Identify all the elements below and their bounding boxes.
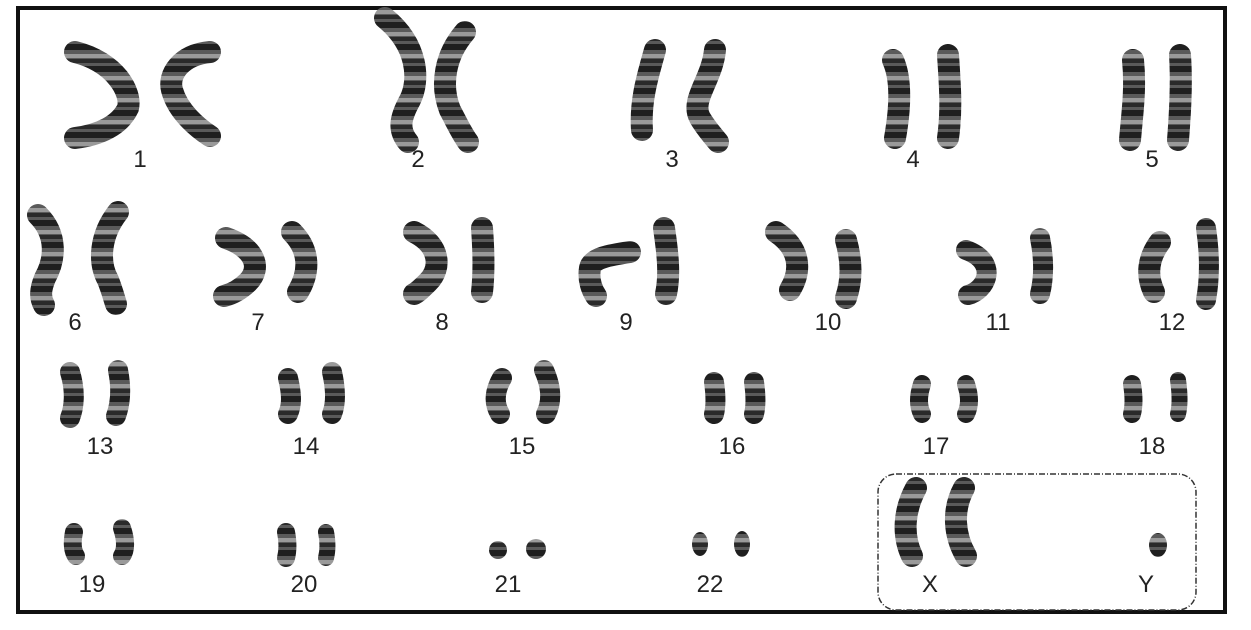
chromosome-pair-2: 2 bbox=[374, 7, 479, 173]
chromosome-2a bbox=[374, 7, 427, 153]
chromosome-11a bbox=[956, 240, 997, 305]
sex-chromosomes-group: X Y bbox=[877, 473, 1197, 611]
chromosome-15a bbox=[485, 368, 512, 424]
chromosome-pair-5: 5 bbox=[1119, 44, 1192, 173]
chromosome-pair-22: 22 bbox=[692, 531, 750, 598]
pair-label-13: 13 bbox=[87, 433, 114, 460]
pair-label-7: 7 bbox=[251, 309, 264, 336]
chromosome-8b bbox=[471, 217, 495, 303]
chromosome-9b bbox=[653, 217, 680, 305]
chromosome-7a bbox=[213, 227, 266, 307]
chromosome-16a bbox=[704, 372, 726, 424]
chromosome-12a bbox=[1138, 231, 1171, 303]
chromosome-22a bbox=[692, 532, 708, 556]
chromosome-5a bbox=[1119, 49, 1146, 151]
chromosome-1b bbox=[160, 41, 221, 147]
chromosome-2b bbox=[434, 21, 479, 153]
chromosome-22b bbox=[734, 531, 750, 557]
chromosome-10b bbox=[835, 229, 862, 309]
chromosome-x-a bbox=[894, 477, 927, 567]
pair-label-21: 21 bbox=[495, 571, 522, 598]
chromosome-21a bbox=[489, 541, 507, 559]
chromosome-19a bbox=[63, 523, 85, 565]
chromosome-6a bbox=[27, 204, 64, 316]
chromosome-pair-8: 8 bbox=[403, 217, 495, 336]
pair-label-18: 18 bbox=[1139, 433, 1166, 460]
pair-label-22: 22 bbox=[697, 571, 724, 598]
karyotype-frame bbox=[16, 6, 1227, 614]
pair-label-14: 14 bbox=[293, 433, 320, 460]
chromosome-18a bbox=[1123, 375, 1143, 423]
chromosome-pair-3: 3 bbox=[630, 39, 729, 173]
chromosome-3a bbox=[630, 39, 666, 141]
pair-label-8: 8 bbox=[435, 309, 448, 336]
chromosome-16b bbox=[744, 372, 766, 424]
chromosome-pair-1: 1 bbox=[64, 41, 221, 173]
chromosome-pair-9: 9 bbox=[578, 217, 680, 336]
chromosome-pair-7: 7 bbox=[213, 221, 318, 336]
pair-label-17: 17 bbox=[923, 433, 950, 460]
pair-label-5: 5 bbox=[1145, 146, 1158, 173]
chromosome-14b bbox=[322, 362, 345, 424]
chromosome-pair-18: 18 bbox=[1123, 372, 1188, 460]
chromosome-18b bbox=[1170, 372, 1188, 422]
chromosome-x-b bbox=[944, 477, 977, 567]
chromosome-20b bbox=[318, 524, 336, 566]
sex-label-x: X bbox=[922, 571, 938, 598]
pair-label-12: 12 bbox=[1159, 309, 1186, 336]
chromosome-15b bbox=[534, 360, 561, 424]
pair-label-15: 15 bbox=[509, 433, 536, 460]
chromosome-pair-11: 11 bbox=[956, 228, 1053, 336]
chromosome-pair-10: 10 bbox=[765, 221, 862, 336]
chromosome-3b bbox=[686, 39, 729, 153]
chromosome-14a bbox=[278, 368, 301, 424]
chromosome-19b bbox=[113, 519, 134, 565]
pair-label-2: 2 bbox=[411, 146, 424, 173]
chromosome-1a bbox=[64, 41, 140, 149]
chromosome-12b bbox=[1196, 218, 1219, 310]
pair-label-6: 6 bbox=[68, 309, 81, 336]
chromosome-pair-17: 17 bbox=[910, 375, 978, 460]
pair-label-10: 10 bbox=[815, 309, 842, 336]
chromosome-13a bbox=[60, 362, 84, 428]
chromosome-pair-6: 6 bbox=[27, 201, 129, 336]
chromosome-pair-12: 12 bbox=[1138, 218, 1219, 336]
chromosome-11b bbox=[1030, 228, 1053, 304]
chromosome-pair-14: 14 bbox=[278, 362, 345, 460]
chromosome-8a bbox=[403, 221, 448, 305]
chromosome-7b bbox=[281, 221, 318, 303]
chromosome-pair-15: 15 bbox=[485, 360, 561, 460]
chromosome-pair-21: 21 bbox=[489, 539, 546, 598]
chromosome-21b bbox=[526, 539, 546, 559]
chromosome-4b bbox=[937, 44, 962, 149]
pair-label-4: 4 bbox=[906, 146, 919, 173]
pair-label-20: 20 bbox=[291, 571, 318, 598]
chromosome-5b bbox=[1167, 44, 1192, 151]
chromosome-17b bbox=[957, 375, 978, 423]
sex-chromosomes-box bbox=[877, 473, 1197, 611]
chromosome-20a bbox=[277, 523, 297, 567]
pair-label-11: 11 bbox=[986, 309, 1011, 336]
chromosome-pair-13: 13 bbox=[60, 360, 131, 460]
pair-label-1: 1 bbox=[133, 146, 146, 173]
chromosome-4a bbox=[882, 49, 911, 149]
chromosome-y bbox=[1149, 533, 1167, 557]
pair-label-16: 16 bbox=[719, 433, 746, 460]
chromosome-pair-4: 4 bbox=[882, 44, 962, 173]
chromosome-pair-19: 19 bbox=[63, 519, 134, 598]
chromosome-17a bbox=[910, 375, 931, 423]
sex-label-y: Y bbox=[1138, 571, 1154, 598]
pair-label-9: 9 bbox=[619, 309, 632, 336]
pair-label-19: 19 bbox=[79, 571, 106, 598]
chromosome-9a bbox=[578, 241, 641, 307]
chromosome-10a bbox=[765, 221, 809, 301]
chromosome-13b bbox=[106, 360, 131, 426]
chromosome-pair-20: 20 bbox=[277, 523, 336, 598]
chromosome-6b bbox=[91, 201, 129, 315]
pair-label-3: 3 bbox=[665, 146, 678, 173]
chromosome-pair-16: 16 bbox=[704, 372, 766, 460]
